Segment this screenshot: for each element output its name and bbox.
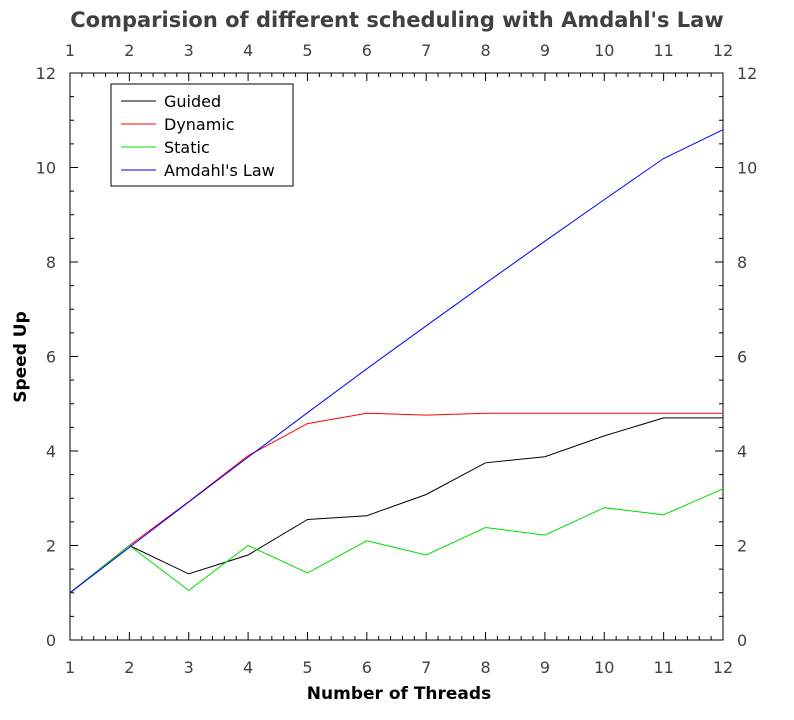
legend-entries: Guided Dynamic Static Amdahl's Law (121, 92, 275, 180)
y-axis-label: Speed Up (11, 311, 31, 403)
y-tick-label: 0 (46, 631, 56, 650)
x-tick-label-top: 10 (594, 41, 614, 60)
x-tick-label: 10 (594, 658, 614, 677)
legend-label-guided: Guided (164, 92, 221, 111)
x-tick-label: 1 (65, 658, 75, 677)
y-tick-label: 10 (36, 159, 56, 178)
x-tick-label-top: 9 (540, 41, 550, 60)
series-line-amdahl-s-law (69, 129, 724, 594)
x-tick-label: 5 (302, 658, 312, 677)
x-tick-label-top: 2 (124, 41, 134, 60)
x-tick-label: 8 (480, 658, 490, 677)
x-tick-label-top: 1 (65, 41, 75, 60)
y-tick-label-right: 6 (737, 348, 747, 367)
x-tick-label-top: 12 (713, 41, 733, 60)
x-tick-label-top: 3 (184, 41, 194, 60)
y-tick-label: 6 (46, 348, 56, 367)
chart-title: Comparision of different scheduling with… (70, 8, 724, 32)
legend: Guided Dynamic Static Amdahl's Law (110, 83, 294, 187)
x-tick-label-top: 11 (653, 41, 673, 60)
series-line-static (69, 488, 724, 594)
legend-label-amdahl-s-law: Amdahl's Law (164, 161, 275, 180)
series-line-dynamic (69, 412, 723, 594)
y-tick-label: 12 (36, 64, 56, 83)
x-tick-label-top: 7 (421, 41, 431, 60)
x-axis-label: Number of Threads (307, 684, 491, 704)
y-tick-label: 8 (46, 253, 56, 272)
x-tick-label-top: 5 (302, 41, 312, 60)
x-tick-label-top: 8 (480, 41, 490, 60)
series-line-guided (69, 417, 723, 594)
series-lines (69, 129, 724, 594)
x-tick-label: 7 (421, 658, 431, 677)
legend-label-static: Static (164, 138, 210, 157)
x-tick-label: 6 (362, 658, 372, 677)
legend-label-dynamic: Dynamic (164, 115, 235, 134)
x-tick-label: 11 (653, 658, 673, 677)
x-tick-label-top: 4 (243, 41, 253, 60)
y-tick-label-right: 0 (737, 631, 747, 650)
x-tick-label: 12 (713, 658, 733, 677)
y-tick-label-right: 8 (737, 253, 747, 272)
y-tick-label-right: 2 (737, 537, 747, 556)
y-tick-label-right: 4 (737, 442, 747, 461)
y-tick-label: 2 (46, 537, 56, 556)
x-tick-label: 9 (540, 658, 550, 677)
y-tick-label-right: 12 (737, 64, 757, 83)
x-tick-label-top: 6 (362, 41, 372, 60)
x-tick-label: 4 (243, 658, 253, 677)
y-tick-label: 4 (46, 442, 56, 461)
y-tick-label-right: 10 (737, 159, 757, 178)
x-tick-label: 2 (124, 658, 134, 677)
x-tick-label: 3 (184, 658, 194, 677)
